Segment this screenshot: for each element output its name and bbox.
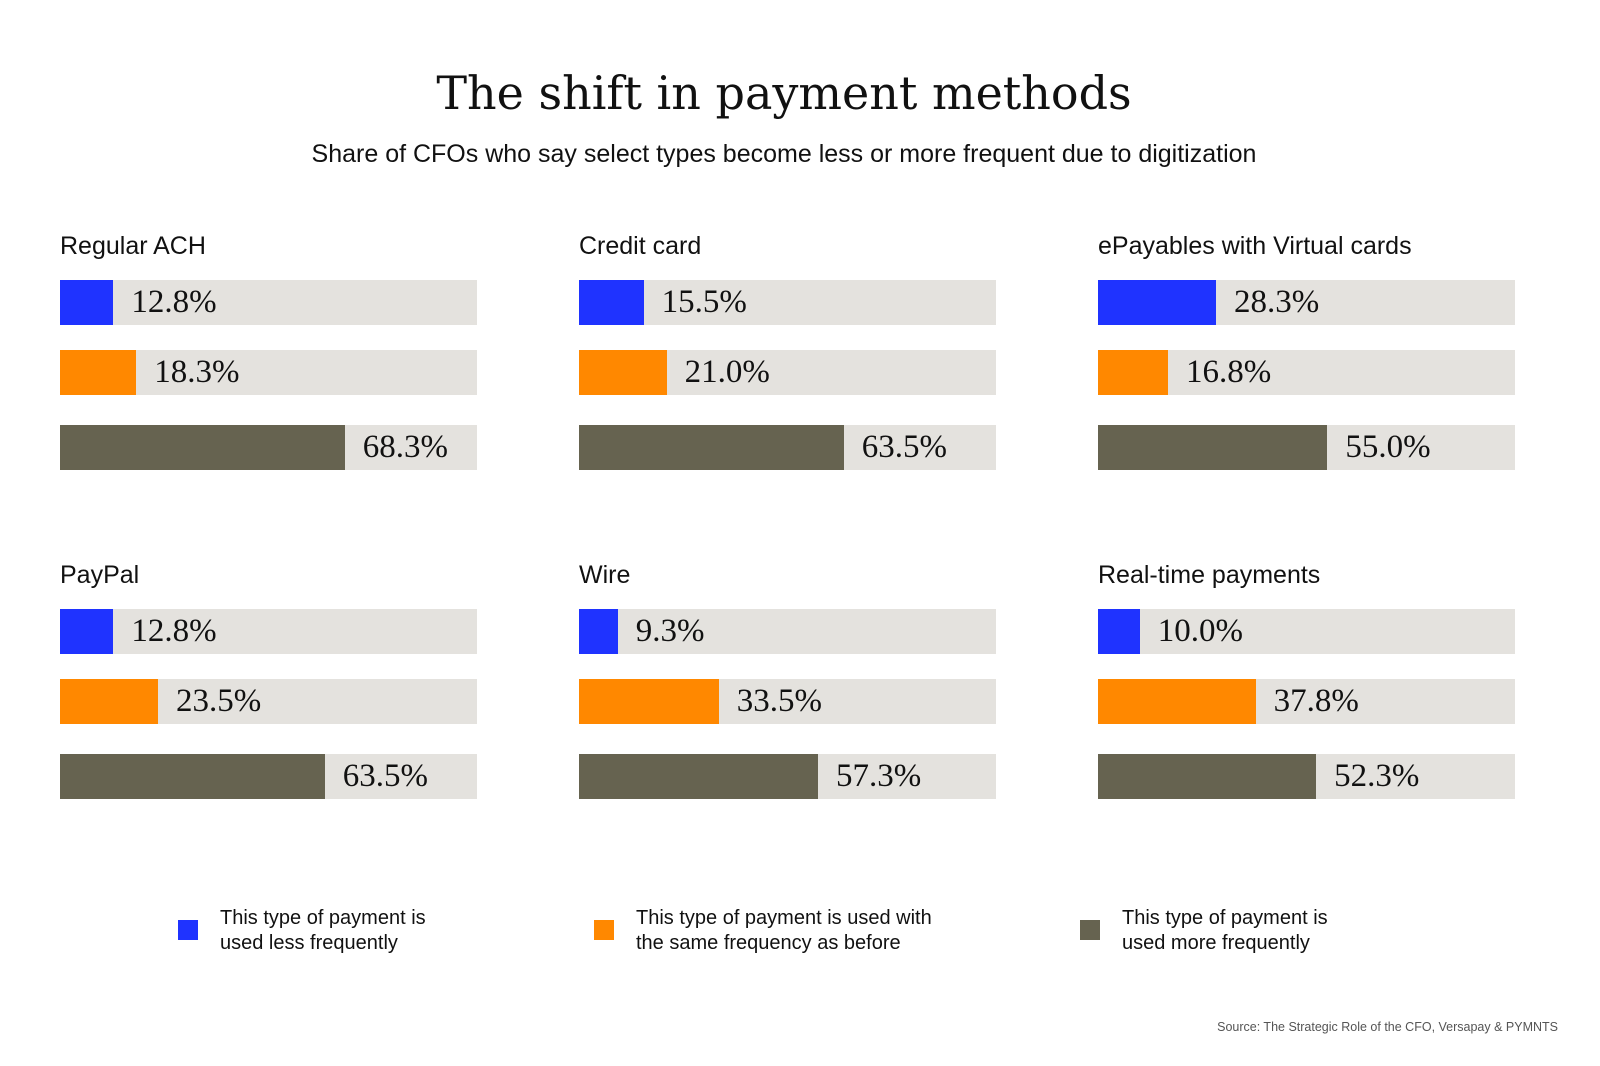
bar [1098, 609, 1140, 654]
panel-real-time-payments: Real-time payments 10.0% 37.8% 52.3% [1098, 561, 1515, 821]
bar-track: 16.8% [1098, 350, 1515, 395]
panel-title: Wire [579, 561, 631, 589]
panel-credit-card: Credit card 15.5% 21.0% 63.5% [579, 232, 996, 492]
data-label: 21.0% [684, 354, 770, 390]
data-label: 55.0% [1345, 429, 1431, 465]
bar [1098, 350, 1169, 395]
panel-paypal: PayPal 12.8% 23.5% 63.5% [60, 561, 477, 821]
bar [1098, 425, 1328, 470]
bar [60, 350, 137, 395]
bar-track: 18.3% [60, 350, 477, 395]
bar [1098, 280, 1216, 325]
bar-track: 37.8% [1098, 679, 1515, 724]
panel-title: Real-time payments [1098, 561, 1321, 589]
bar-track: 23.5% [60, 679, 477, 724]
bar [579, 350, 667, 395]
legend-swatch [594, 920, 614, 940]
panel-title: PayPal [60, 561, 140, 589]
data-label: 68.3% [362, 429, 449, 465]
legend-label: This type of payment is used less freque… [220, 907, 426, 954]
bar-track: 55.0% [1098, 425, 1515, 470]
bar [579, 425, 844, 470]
bar [60, 679, 158, 724]
chart-subtitle: Share of CFOs who say select types becom… [311, 140, 1257, 168]
legend-label: This type of payment is used with the sa… [636, 907, 932, 954]
bar [579, 280, 644, 325]
bar-track: 33.5% [579, 679, 996, 724]
data-label: 12.8% [131, 613, 217, 649]
data-label: 10.0% [1157, 613, 1243, 649]
data-label: 9.3% [635, 613, 705, 649]
bar [60, 425, 345, 470]
data-label: 23.5% [175, 683, 262, 719]
bar-track: 28.3% [1098, 280, 1515, 325]
data-label: 52.3% [1334, 758, 1420, 794]
bar-track: 57.3% [579, 754, 996, 799]
chart-title: The shift in payment methods [436, 66, 1132, 120]
bar [1098, 679, 1256, 724]
panel-epayables-with-virtual-cards: ePayables with Virtual cards 28.3% 16.8% 55… [1098, 232, 1515, 492]
bar [579, 609, 618, 654]
panel-wire: Wire 9.3% 33.5% 57.3% [579, 561, 996, 821]
bar-track: 68.3% [60, 425, 477, 470]
bar-track: 10.0% [1098, 609, 1515, 654]
bar-track: 52.3% [1098, 754, 1515, 799]
bar-track: 9.3% [579, 609, 996, 654]
bar [1098, 754, 1317, 799]
legend-swatch [1080, 920, 1100, 940]
bar-track: 21.0% [579, 350, 996, 395]
legend-label: This type of payment is used more freque… [1122, 907, 1328, 954]
bar [579, 679, 719, 724]
data-label: 63.5% [342, 758, 429, 794]
data-label: 15.5% [661, 284, 747, 320]
panel-title: Credit card [579, 232, 702, 260]
bar [60, 280, 114, 325]
data-label: 12.8% [131, 284, 217, 320]
panel-regular-ach: Regular ACH 12.8% 18.3% 68.3% [60, 232, 477, 492]
bar-track: 63.5% [579, 425, 996, 470]
panel-title: Regular ACH [60, 232, 206, 260]
bar-track: 12.8% [60, 609, 477, 654]
bar [579, 754, 818, 799]
legend-swatch [178, 920, 198, 940]
data-label: 16.8% [1186, 354, 1272, 390]
data-label: 57.3% [835, 758, 922, 794]
bar-track: 12.8% [60, 280, 477, 325]
data-label: 18.3% [154, 354, 240, 390]
panel-title: ePayables with Virtual cards [1098, 232, 1412, 260]
data-label: 33.5% [736, 683, 822, 719]
data-label: 28.3% [1234, 284, 1320, 320]
source-note: Source: The Strategic Role of the CFO, V… [1217, 1020, 1558, 1034]
bar [60, 609, 114, 654]
data-label: 37.8% [1273, 683, 1359, 719]
bar-track: 63.5% [60, 754, 477, 799]
bar-track: 15.5% [579, 280, 996, 325]
bar [60, 754, 325, 799]
data-label: 63.5% [861, 429, 948, 465]
